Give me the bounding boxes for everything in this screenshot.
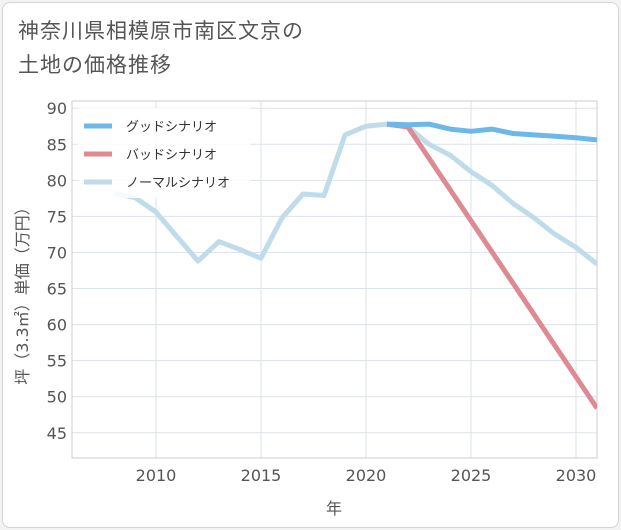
y-tick-label: 90 (47, 99, 67, 118)
title-line-2: 土地の価格推移 (18, 53, 172, 77)
x-tick-label: 2020 (346, 466, 387, 485)
series-line-3 (113, 121, 597, 266)
x-tick-label: 2025 (451, 466, 492, 485)
y-tick-label: 75 (47, 207, 67, 226)
y-tick-labels: 45 50 55 60 65 70 75 80 85 90 (47, 99, 67, 443)
x-tick-label: 2030 (556, 466, 597, 485)
y-tick-label: 50 (47, 388, 67, 407)
legend-label: ノーマルシナリオ (126, 176, 230, 191)
chart-title: 神奈川県相模原市南区文京の 土地の価格推移 (18, 14, 304, 82)
y-tick-label: 60 (47, 316, 67, 335)
series-line-1 (386, 121, 597, 143)
x-tick-labels: 2010 2015 2020 2025 2030 (136, 466, 597, 485)
series-layer (113, 121, 597, 410)
legend-label: グッドシナリオ (126, 120, 217, 135)
x-tick-label: 2010 (136, 466, 177, 485)
plot-area-border (71, 100, 598, 459)
y-tick-label: 70 (47, 243, 67, 262)
x-tick-label: 2015 (241, 466, 282, 485)
y-tick-label: 55 (47, 352, 67, 371)
y-tick-label: 65 (47, 280, 67, 299)
y-tick-label: 85 (47, 135, 67, 154)
title-line-1: 神奈川県相模原市南区文京の (18, 19, 304, 43)
y-tick-label: 45 (47, 424, 67, 443)
y-axis-label: 坪（3.3㎡）単価（万円） (13, 199, 32, 384)
x-axis-label: 年 (326, 499, 342, 518)
legend-label: バッドシナリオ (126, 148, 217, 163)
y-tick-label: 80 (47, 171, 67, 190)
series-line-2 (386, 121, 597, 410)
